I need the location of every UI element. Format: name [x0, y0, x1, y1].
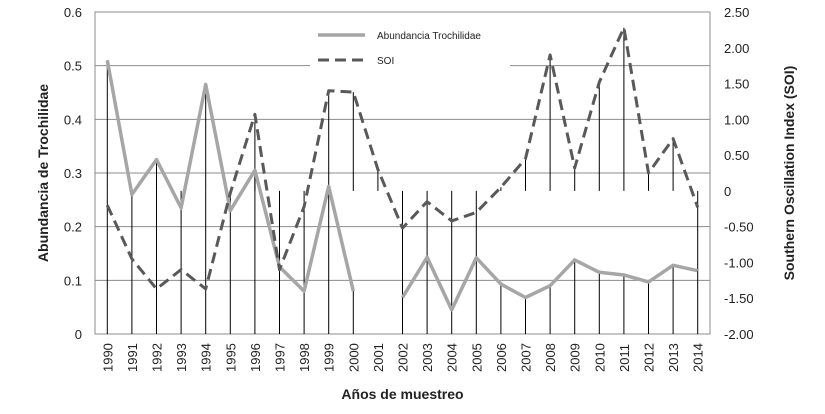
- legend: Abundancia Trochilidae SOI: [310, 18, 510, 76]
- y-right-tick-label: 0: [724, 184, 731, 199]
- legend-box: [310, 18, 510, 76]
- x-tick-label: 2006: [494, 343, 509, 372]
- legend-label-abundance: Abundancia Trochilidae: [377, 31, 481, 42]
- x-tick-label: 2012: [642, 343, 657, 372]
- x-axis-title: Años de muestreo: [341, 386, 463, 402]
- x-tick-label: 1992: [150, 343, 165, 372]
- y-right-tick-label: 2.00: [724, 41, 749, 56]
- x-tick-label: 2013: [666, 343, 681, 372]
- y-right-tick-label: 0.50: [724, 148, 749, 163]
- stems-layer: [106, 27, 699, 334]
- x-tick-label: 2004: [445, 343, 460, 372]
- x-tick-label: 2003: [420, 343, 435, 372]
- x-tick-label: 1996: [248, 343, 263, 372]
- x-tick-label: 1994: [199, 343, 214, 372]
- y-left-tick-label: 0.1: [64, 273, 82, 288]
- x-tick-label: 1990: [100, 343, 115, 372]
- y-right-tick-label: -2.00: [724, 327, 754, 342]
- x-tick-label: 2005: [469, 343, 484, 372]
- x-tick-label: 2002: [396, 343, 411, 372]
- y-right-tick-label: -1.00: [724, 255, 754, 270]
- x-tick-label: 2007: [519, 343, 534, 372]
- x-tick-label: 2009: [568, 343, 583, 372]
- y-left-tick-label: 0.2: [64, 220, 82, 235]
- y-left-tick-label: 0.4: [64, 112, 82, 127]
- x-tick-label: 2011: [617, 344, 632, 372]
- x-tick-label: 1995: [223, 343, 238, 372]
- y-right-tick-label: 2.50: [724, 5, 749, 20]
- x-tick-label: 1997: [273, 343, 288, 372]
- axis-layer: 0 0.1 0.2 0.3 0.4 0.5 0.6 -2.00 -1.50 -1.00 -0.50 0…: [35, 5, 797, 402]
- y-right-axis-title: Southern Oscillation Index (SOI): [781, 66, 797, 281]
- x-tick-label: 2000: [346, 343, 361, 372]
- y-right-tick-label: -1.50: [724, 291, 754, 306]
- y-right-tick-label: 1.50: [724, 77, 749, 92]
- x-tick-label: 2008: [543, 343, 558, 372]
- x-tick-label: 1999: [322, 343, 337, 372]
- x-tick-label: 1998: [297, 343, 312, 372]
- x-tick-label: 2010: [592, 343, 607, 372]
- x-tick-label: 1993: [174, 343, 189, 372]
- legend-label-soi: SOI: [377, 56, 394, 67]
- x-tick-label: 2001: [371, 343, 386, 372]
- y-right-tick-label: 1.00: [724, 112, 749, 127]
- y-right-tick-label: -0.50: [724, 220, 754, 235]
- y-left-tick-label: 0.6: [64, 5, 82, 20]
- y-left-tick-label: 0: [75, 327, 82, 342]
- y-left-tick-label: 0.5: [64, 59, 82, 74]
- y-left-tick-label: 0.3: [64, 166, 82, 181]
- x-tick-label: 2014: [691, 343, 706, 372]
- series-layer: [105, 26, 700, 312]
- x-tick-label: 1991: [125, 343, 140, 372]
- y-left-axis-title: Abundancia de Trochilidae: [35, 84, 51, 262]
